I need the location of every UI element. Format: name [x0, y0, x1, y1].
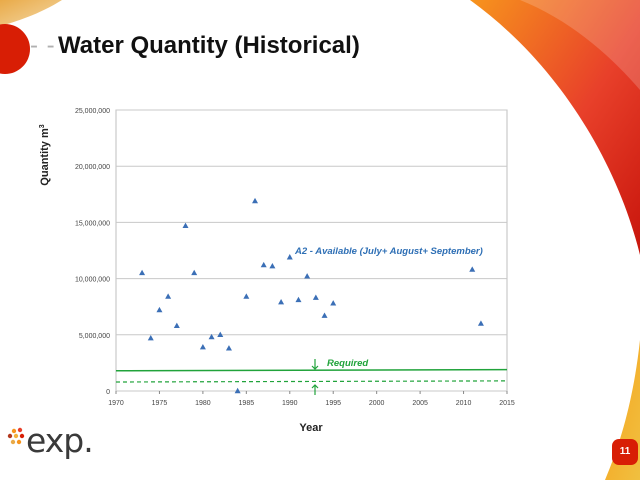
y-tick-label: 5,000,000	[79, 333, 110, 340]
page-title: Water Quantity (Historical)	[58, 32, 360, 59]
data-point-triangle	[182, 222, 189, 228]
required-solid-line	[115, 368, 508, 372]
x-tick-label: 1970	[108, 400, 124, 407]
data-point-triangle	[252, 197, 259, 204]
required-annotation: Required	[327, 358, 368, 369]
data-point-triangle	[208, 333, 215, 340]
y-tick-label: 10,000,000	[75, 277, 110, 284]
x-tick-label: 2015	[499, 400, 515, 407]
x-tick-label: 1980	[195, 400, 211, 407]
data-point-triangle	[260, 261, 267, 268]
x-tick-label: 2010	[456, 400, 472, 407]
y-tick-label: 25,000,000	[75, 108, 110, 115]
data-point-triangle	[477, 320, 484, 326]
corner-decoration-top-right	[470, 0, 640, 255]
data-point-triangle	[304, 273, 311, 279]
page-number-badge: 11	[612, 439, 638, 465]
data-point-triangle	[139, 269, 146, 276]
arrow-up-icon	[311, 384, 319, 395]
corner-decoration-top-left	[0, 0, 62, 26]
data-point-triangle	[295, 296, 302, 303]
data-point-triangle	[225, 345, 232, 351]
x-tick-label: 1985	[239, 400, 255, 407]
data-point-triangle	[269, 263, 276, 269]
arrow-down-icon	[311, 359, 319, 370]
exp-logo-mark	[7, 427, 25, 445]
data-point-triangle	[217, 331, 224, 337]
y-axis-label-text: Quantity m	[39, 128, 51, 186]
x-tick-label: 1990	[282, 400, 298, 407]
data-point-triangle	[199, 343, 206, 350]
y-tick-label: 0	[106, 389, 110, 396]
data-point-triangle	[321, 312, 328, 318]
data-point-triangle	[286, 254, 293, 260]
x-tick-label: 2000	[369, 400, 385, 407]
x-tick-label: 1995	[325, 400, 341, 407]
title-red-circle	[0, 24, 30, 74]
y-tick-label: 15,000,000	[75, 220, 110, 227]
required-arrows	[311, 359, 319, 395]
data-point-triangle	[156, 306, 163, 313]
y-tick-label: 20,000,000	[75, 164, 110, 171]
data-point-triangle	[165, 293, 172, 299]
data-point-triangle	[330, 300, 337, 306]
x-axis-label: Year	[299, 422, 323, 434]
x-tick-label: 1975	[152, 400, 168, 407]
data-point-triangle	[173, 322, 180, 329]
data-point-triangle	[243, 293, 250, 299]
title-dash: - -	[30, 32, 56, 59]
data-point-triangle	[234, 387, 241, 394]
data-point-triangle	[191, 269, 198, 276]
data-point-triangle	[469, 266, 476, 272]
available-annotation: A2 - Available (July+ August+ September)	[294, 246, 483, 257]
data-point-triangle	[147, 334, 154, 341]
y-axis-label: Quantity m3	[39, 124, 51, 185]
exp-logo: exp.	[26, 421, 94, 460]
data-point-triangle	[278, 299, 285, 305]
y-axis-label-superscript: 3	[39, 124, 46, 128]
plot-area	[115, 109, 508, 392]
data-point-triangle	[312, 294, 319, 300]
x-tick-label: 2005	[412, 400, 428, 407]
required-dashed-line	[115, 380, 508, 383]
